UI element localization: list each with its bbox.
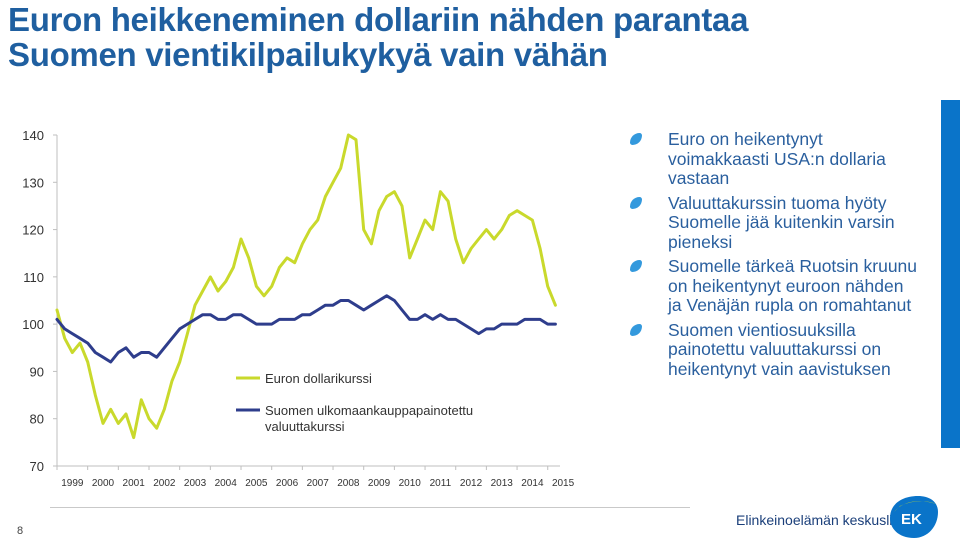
bullet-item: Suomen vientiosuuksilla painotettu valuu… [630, 319, 920, 380]
bullet-item: Suomelle tärkeä Ruotsin kruunu on heiken… [630, 256, 920, 316]
x-tick-label: 2012 [460, 478, 483, 489]
x-tick-label: 2009 [368, 478, 391, 489]
x-tick-label: 2000 [92, 478, 115, 489]
side-accent-bar [941, 100, 960, 448]
bullet-marker [630, 133, 642, 145]
x-tick-label: 2004 [215, 478, 238, 489]
y-tick-label: 100 [22, 317, 44, 332]
x-tick-label: 2007 [307, 478, 330, 489]
series-line-1 [55, 133, 557, 440]
title-line-1: Euron heikkeneminen dollariin nähden par… [8, 1, 749, 38]
footer-divider [50, 507, 690, 508]
y-tick-label: 130 [22, 175, 44, 190]
x-tick-label: 2003 [184, 478, 207, 489]
slide-title: Euron heikkeneminen dollariin nähden par… [8, 2, 848, 72]
legend-label-line: valuuttakurssi [265, 419, 345, 434]
legend-label: Euron dollarikurssi [265, 371, 372, 386]
logo-text: EK [901, 511, 922, 528]
bullet-marker [630, 260, 642, 272]
bullet-list: Euro on heikentynyt voimakkaasti USA:n d… [630, 129, 920, 384]
bullet-text: Suomelle tärkeä Ruotsin kruunu on heiken… [668, 256, 918, 315]
bullet-text: Euro on heikentynyt voimakkaasti USA:n d… [668, 129, 886, 188]
x-tick-label: 2001 [123, 478, 146, 489]
x-tick-label: 2014 [521, 478, 544, 489]
page-number: 8 [17, 525, 24, 537]
y-tick-label: 70 [30, 459, 44, 474]
x-tick-label: 2010 [399, 478, 422, 489]
y-axis: 70 80 90 100 110 120 130 140 [22, 128, 58, 474]
x-tick-label: 1999 [61, 478, 84, 489]
x-axis: 1999 2000 2001 2002 2003 2004 2005 2006 2007 2008… [56, 465, 575, 489]
bullet-item: Valuuttakurssin tuoma hyöty Suomelle jää… [630, 192, 920, 253]
x-tick-label: 2015 [552, 478, 575, 489]
y-tick-label: 90 [30, 364, 44, 379]
x-tick-label: 2006 [276, 478, 299, 489]
bullet-marker [630, 323, 642, 336]
title-line-2: Suomen vientikilpailukykyä vain vähän [8, 36, 608, 73]
legend-label-line: Suomen ulkomaankauppapainotettu [265, 403, 473, 418]
y-tick-label: 120 [22, 223, 44, 238]
legend-label: Suomen ulkomaankauppapainotettu valuuttak… [265, 403, 473, 434]
y-tick-label: 110 [23, 270, 44, 285]
y-tick-label: 140 [22, 128, 44, 143]
x-tick-label: 2008 [337, 478, 360, 489]
bullet-text: Valuuttakurssin tuoma hyöty Suomelle jää… [668, 192, 895, 252]
x-tick-label: 2002 [153, 478, 176, 489]
chart-legend: Euron dollarikurssi Suomen ulkomaankauppa… [236, 371, 473, 434]
x-tick-label: 2005 [245, 478, 268, 489]
x-tick-label: 2011 [430, 478, 452, 489]
bullet-marker [630, 196, 642, 209]
series-line-2 [55, 294, 557, 364]
y-tick-label: 80 [30, 412, 44, 427]
x-tick-label: 2013 [491, 478, 514, 489]
series-layer [55, 133, 557, 440]
bullet-item: Euro on heikentynyt voimakkaasti USA:n d… [630, 129, 920, 189]
footer-organization-name: Elinkeinoelämän keskusliitto [736, 512, 912, 528]
ek-logo-icon: EK [890, 496, 938, 538]
line-chart: 70 80 90 100 110 120 130 140 1999 2000 2001 2002 20… [22, 128, 575, 489]
bullet-text: Suomen vientiosuuksilla painotettu valuu… [668, 319, 891, 379]
